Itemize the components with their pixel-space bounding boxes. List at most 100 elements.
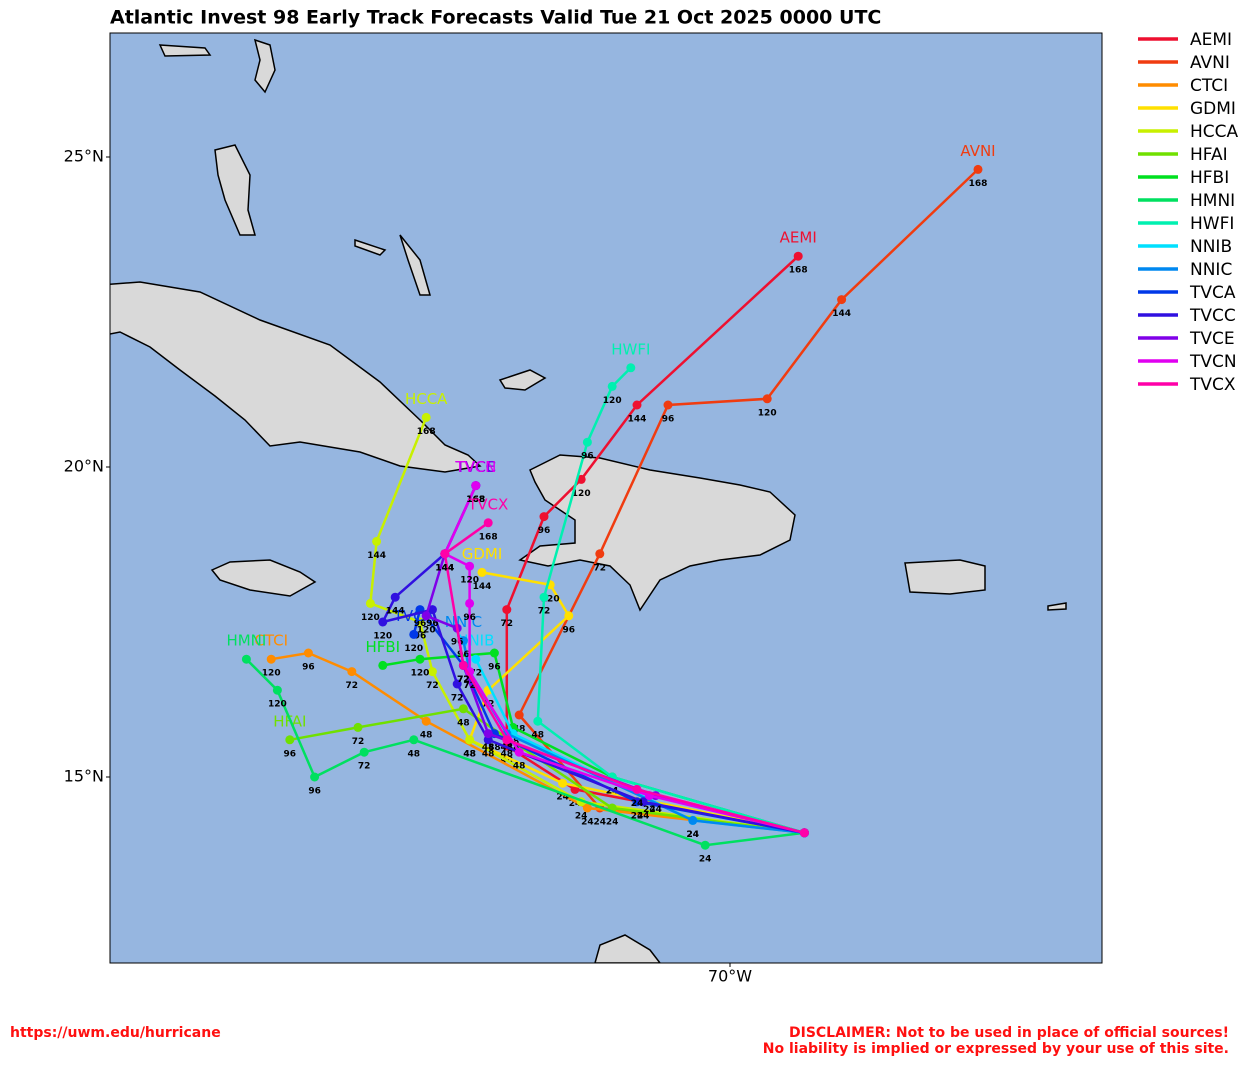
legend-label: GDMI bbox=[1190, 99, 1236, 119]
hour-label: 96 bbox=[463, 613, 476, 623]
hour-label: 168 bbox=[466, 495, 485, 505]
hour-label: 120 bbox=[460, 576, 479, 586]
hour-label: 144 bbox=[628, 415, 647, 425]
track-point bbox=[632, 400, 642, 410]
hour-label: 120 bbox=[417, 625, 436, 635]
track-point bbox=[310, 772, 320, 782]
legend-label: HFAI bbox=[1190, 145, 1228, 165]
hour-label: 24 bbox=[631, 799, 644, 809]
legend-label: TVCC bbox=[1189, 306, 1236, 326]
hour-label: 96 bbox=[414, 632, 427, 642]
track-line bbox=[517, 168, 979, 835]
legend-label: HCCA bbox=[1190, 122, 1239, 142]
track-point bbox=[595, 549, 605, 559]
track-point bbox=[471, 654, 481, 664]
hour-label: 72 bbox=[457, 675, 470, 685]
legend-label: HWFI bbox=[1190, 214, 1234, 234]
hour-label: 72 bbox=[470, 669, 483, 679]
hour-label: 72 bbox=[451, 694, 464, 704]
hour-label: 96 bbox=[284, 749, 297, 759]
legend-label: TVCA bbox=[1189, 283, 1236, 303]
hour-label: 48 bbox=[463, 749, 476, 759]
track-end-label: TVCX bbox=[467, 495, 508, 513]
hour-label: 48 bbox=[482, 749, 495, 759]
track-line bbox=[270, 651, 805, 835]
hour-label: 72 bbox=[463, 681, 476, 691]
hour-label: 144 bbox=[386, 607, 405, 617]
track-point bbox=[458, 636, 468, 646]
hour-label: 96 bbox=[488, 663, 501, 673]
hour-label: 120 bbox=[268, 700, 287, 710]
hour-label: 144 bbox=[473, 582, 492, 592]
source-url: https://uwm.edu/hurricane bbox=[10, 1025, 221, 1041]
hour-label: 144 bbox=[435, 563, 454, 573]
track-point bbox=[607, 381, 617, 391]
legend-label: CTCI bbox=[1190, 76, 1228, 96]
track-end-label: TVCE bbox=[455, 458, 495, 476]
track-point bbox=[266, 654, 276, 664]
track-point bbox=[409, 629, 419, 639]
track-line bbox=[369, 416, 805, 835]
track-point bbox=[272, 685, 282, 695]
disclaimer: DISCLAIMER: Not to be used in place of o… bbox=[789, 1025, 1229, 1041]
track-point bbox=[347, 667, 357, 677]
hour-label: 48 bbox=[501, 749, 514, 759]
track-end-label: TVCC bbox=[455, 458, 496, 476]
track-line bbox=[443, 485, 805, 835]
hour-label: 72 bbox=[346, 681, 359, 691]
hour-label: 144 bbox=[435, 563, 454, 573]
track-point bbox=[409, 735, 419, 745]
hour-label: 120 bbox=[404, 644, 423, 654]
hour-label: 96 bbox=[581, 452, 594, 462]
track-point bbox=[421, 412, 431, 422]
hour-label: 24 bbox=[556, 793, 569, 803]
track-point bbox=[452, 679, 462, 689]
hour-label: 24 bbox=[569, 799, 582, 809]
hour-label: 144 bbox=[832, 309, 851, 319]
hour-label: 72 bbox=[352, 737, 365, 747]
track-end-label: HFBI bbox=[365, 638, 400, 656]
track-point bbox=[458, 704, 468, 714]
track-point bbox=[514, 710, 524, 720]
track-point bbox=[421, 611, 431, 621]
track-point bbox=[372, 536, 382, 546]
hour-label: 120 bbox=[758, 408, 777, 418]
track-point bbox=[799, 828, 809, 838]
track-point bbox=[390, 592, 400, 602]
hour-label: 24 bbox=[687, 830, 700, 840]
track-end-label: HMNI bbox=[226, 632, 266, 650]
hour-label: 96 bbox=[457, 650, 470, 660]
hour-label: 48 bbox=[507, 743, 520, 753]
track-point bbox=[632, 784, 642, 794]
hour-label: 120 bbox=[373, 632, 392, 642]
tracks: 24487296120144168AEMI24487296120144168AV… bbox=[226, 142, 995, 865]
hour-label: 120 bbox=[603, 396, 622, 406]
legend-label: NNIC bbox=[1190, 260, 1232, 280]
track-point bbox=[483, 729, 493, 739]
disclaimer: No liability is implied or expressed by … bbox=[763, 1041, 1229, 1057]
hour-label: 96 bbox=[563, 625, 576, 635]
hour-label: 24 bbox=[581, 818, 594, 828]
hour-label: 24 bbox=[606, 787, 619, 797]
track-point bbox=[576, 474, 586, 484]
hour-label: 48 bbox=[420, 731, 433, 741]
hour-label: 168 bbox=[789, 266, 808, 276]
track-point bbox=[427, 667, 437, 677]
hour-label: 24 bbox=[606, 787, 619, 797]
track-point bbox=[353, 722, 363, 732]
track-point bbox=[440, 549, 450, 559]
y-tick-label: 20°N bbox=[64, 457, 104, 476]
track-point bbox=[458, 660, 468, 670]
legend-label: AVNI bbox=[1190, 53, 1230, 73]
track-point bbox=[477, 567, 487, 577]
track-point bbox=[626, 363, 636, 373]
hour-label: 96 bbox=[538, 526, 551, 536]
track-point bbox=[483, 518, 493, 528]
track-point bbox=[564, 611, 574, 621]
track-end-label: AVNI bbox=[960, 142, 995, 160]
hour-label: 96 bbox=[451, 638, 464, 648]
track-point bbox=[688, 815, 698, 825]
hour-label: 120 bbox=[262, 669, 281, 679]
hour-label: 168 bbox=[479, 532, 498, 542]
